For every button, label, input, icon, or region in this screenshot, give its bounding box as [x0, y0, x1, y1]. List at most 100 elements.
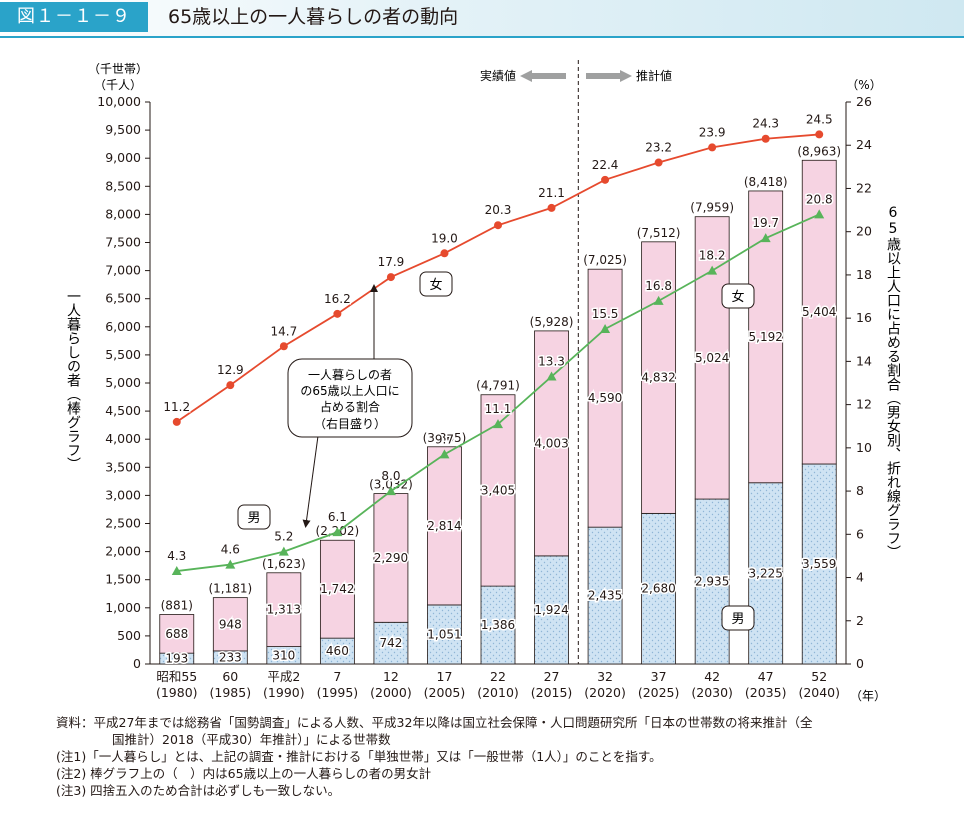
x-tick-year-label: (2005) [424, 685, 466, 700]
bar-female-label: 948 [219, 617, 242, 631]
male-ratio-point [439, 449, 450, 459]
y-tick-label: 3,500 [105, 459, 141, 474]
bar-male-label: 310 [272, 648, 295, 662]
male-ratio-label: 11.1 [485, 402, 512, 416]
tag-female-line-text: 女 [429, 277, 442, 293]
note-2: (注2) 棒グラフ上の（ ）内は65歳以上の一人暮らしの者の男女計 [56, 766, 432, 781]
y-tick-label: 0 [133, 656, 141, 671]
bar-male [587, 526, 623, 665]
x-tick-year-label: (2015) [531, 685, 573, 700]
male-ratio-label: 4.3 [167, 549, 186, 563]
x-tick-label: 7 [333, 669, 341, 684]
y2-tick-label: 0 [856, 656, 864, 671]
source-note-cont: 国推計）2018（平成30）年推計）」による世帯数 [112, 732, 391, 747]
x-tick-label: 42 [704, 669, 720, 684]
y2-tick-label: 14 [856, 353, 872, 368]
female-ratio-label: 22.4 [592, 158, 619, 172]
bar-male [694, 498, 730, 665]
female-ratio-point [226, 381, 235, 390]
bar-male-label: 3,559 [802, 557, 836, 571]
male-ratio-point [760, 233, 771, 243]
tag-female-bar-text: 女 [731, 289, 744, 305]
x-tick-year-label: (2040) [798, 685, 840, 700]
y-unit-households: （千世帯） [88, 62, 148, 76]
y2-tick-label: 18 [856, 267, 872, 282]
y2-axis-title: 65歳以上人口に占める割合（男女別、折れ線グラフ） [885, 205, 901, 559]
female-ratio-label: 24.3 [752, 117, 779, 131]
bar-male-label: 2,680 [641, 582, 675, 596]
bar-female-label: 4,832 [641, 371, 675, 385]
figure-number: 図１－１－９ [0, 2, 148, 32]
x-tick-year-label: (2025) [638, 685, 680, 700]
bar-male-label: 2,935 [695, 575, 729, 589]
bar-total-label: (4,791) [476, 379, 520, 393]
y-tick-label: 4,000 [105, 431, 141, 446]
bar-female-label: 4,003 [534, 436, 568, 450]
bar-male-label: 2,435 [588, 589, 622, 603]
female-ratio-label: 23.2 [645, 141, 672, 155]
bar-total-label: (7,512) [637, 226, 681, 240]
figure-title: 65歳以上の一人暮らしの者の動向 [168, 6, 459, 28]
notes: 資料：平成27年までは総務省「国勢調査」による人数、平成32年以降は国立社会保障… [56, 714, 916, 799]
female-ratio-label: 12.9 [217, 363, 244, 377]
x-tick-label: 17 [437, 669, 453, 684]
bar-female [587, 268, 623, 528]
male-ratio-label: 4.6 [221, 543, 240, 557]
y-tick-label: 3,000 [105, 487, 141, 502]
male-ratio-label: 5.2 [274, 530, 293, 544]
projection-arrow-icon [586, 70, 632, 82]
plot-area: 0 500 1,000 1,500 2,000 2,500 3,000 3,500 4,000 4… [97, 60, 872, 700]
female-ratio-point [708, 143, 717, 152]
male-ratio-label: 18.2 [699, 249, 726, 263]
y2-tick-label: 26 [856, 94, 872, 109]
x-tick-label: 平成2 [267, 669, 300, 684]
bar-female [427, 446, 462, 606]
bar-total-label: (3,032) [369, 478, 413, 492]
y-tick-label: 8,000 [105, 206, 141, 221]
annotation-callout: 一人暮らしの者 の65歳以上人口に 占める割合 （右目盛り） [287, 284, 413, 528]
male-ratio-point [171, 566, 182, 576]
annotation-arrow-down [302, 435, 319, 528]
bar-female-label: 1,313 [267, 603, 301, 617]
male-ratio-label: 20.8 [806, 192, 833, 206]
x-tick-year-label: (1995) [317, 685, 359, 700]
male-ratio-label: 9.7 [435, 432, 454, 446]
y-tick-label: 6,500 [105, 291, 141, 306]
female-ratio-label: 11.2 [163, 400, 190, 414]
x-unit: （年） [850, 689, 886, 703]
bar-female-label: 688 [165, 627, 188, 641]
y-axis-title: 一人暮らしの者（棒グラフ） [65, 289, 81, 471]
male-ratio-point [600, 323, 611, 333]
y2-tick-label: 10 [856, 440, 872, 455]
bar-female-label: 3,405 [481, 483, 515, 497]
actual-label: 実績値 [480, 68, 516, 83]
bar-male-label: 1,924 [534, 603, 568, 617]
y2-tick-label: 2 [856, 613, 864, 628]
male-ratio-point [278, 546, 289, 556]
bar-total-label: (8,963) [797, 144, 841, 158]
bar-male [641, 512, 677, 665]
y-tick-label: 9,000 [105, 150, 141, 165]
bar-female-label: 5,024 [695, 351, 729, 365]
x-tick-label: 27 [544, 669, 560, 684]
female-ratio-point [815, 130, 824, 139]
y-tick-label: 2,500 [105, 516, 141, 531]
y2-tick-label: 16 [856, 310, 872, 325]
female-ratio-label: 24.5 [806, 112, 833, 126]
note-1: (注1)「一人暮らし」とは、上記の調査・推計における「単独世帯」又は「一般世帯（… [56, 749, 662, 764]
source-note: 資料：平成27年までは総務省「国勢調査」による人数、平成32年以降は国立社会保障… [56, 715, 813, 730]
y2-tick-label: 22 [856, 180, 872, 195]
bar-female-label: 5,404 [802, 305, 836, 319]
y2-tick-label: 12 [856, 397, 872, 412]
bar-female [641, 241, 677, 514]
female-ratio-point [386, 273, 395, 282]
x-tick-year-label: (2000) [370, 685, 412, 700]
y-tick-label: 4,500 [105, 403, 141, 418]
male-ratio-label: 16.8 [645, 279, 672, 293]
y-tick-label: 7,500 [105, 235, 141, 250]
bar-female [212, 597, 248, 652]
annotation-line-1: 一人暮らしの者 [308, 368, 392, 382]
bar-male-label: 193 [165, 652, 188, 666]
bar-male [480, 585, 516, 665]
bar-female [373, 493, 409, 623]
